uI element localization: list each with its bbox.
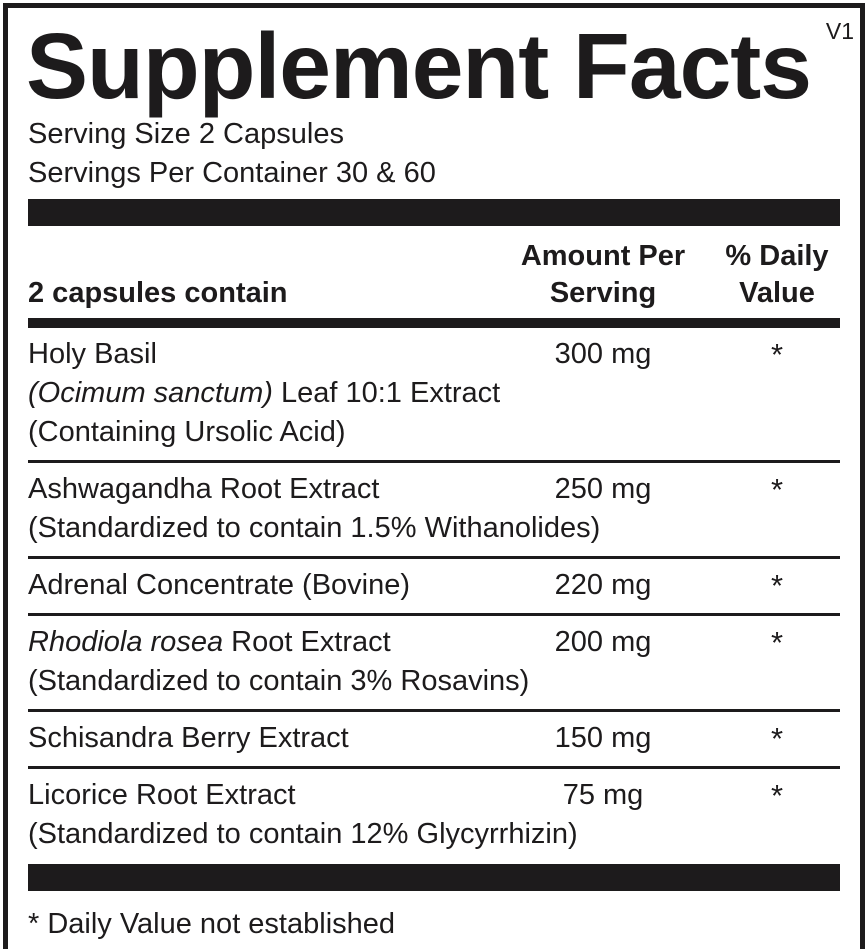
- ingredient-amount: 220 mg: [554, 568, 652, 601]
- supplement-facts-panel: V1 Supplement Facts Serving Size 2 Capsu…: [3, 3, 865, 949]
- ingredient-name: Adrenal Concentrate (Bovine): [28, 568, 411, 601]
- ingredient-detail-line: (Standardized to contain 12% Glycyrrhizi…: [28, 817, 578, 850]
- ingredient-daily-value: *: [770, 336, 784, 372]
- ingredient-row: Ashwagandha Root Extract 250 mg * (Standard…: [28, 463, 840, 559]
- header-amount-column: Amount Per Serving: [492, 238, 714, 312]
- ingredient-name: Ashwagandha Root Extract: [28, 472, 380, 505]
- divider-bar-thick-top: [28, 198, 840, 226]
- header-daily-value-column: % Daily Value: [714, 238, 840, 312]
- ingredient-daily-value: *: [770, 567, 784, 603]
- servings-per-container-line: Servings Per Container 30 & 60: [28, 156, 436, 189]
- ingredient-amount: 200 mg: [554, 625, 652, 658]
- ingredient-detail-line: (Ocimum sanctum) Leaf 10:1 Extract: [28, 376, 501, 409]
- ingredient-daily-value: *: [770, 471, 784, 507]
- ingredient-row: Adrenal Concentrate (Bovine) 220 mg *: [28, 559, 840, 616]
- version-tag: V1: [825, 18, 854, 44]
- ingredient-amount: 300 mg: [554, 337, 652, 370]
- ingredient-amount: 250 mg: [554, 472, 652, 505]
- ingredient-name: Schisandra Berry Extract: [28, 721, 349, 754]
- ingredient-name: Rhodiola rosea Root Extract: [28, 625, 391, 658]
- ingredient-daily-value: *: [770, 720, 784, 756]
- ingredient-detail-line: (Containing Ursolic Acid): [28, 415, 346, 448]
- ingredient-detail-line: (Standardized to contain 1.5% Withanolid…: [28, 511, 601, 544]
- ingredient-amount: 150 mg: [554, 721, 652, 754]
- header-dv-line1: % Daily: [725, 239, 829, 272]
- panel-title: Supplement Facts: [26, 14, 812, 118]
- ingredient-detail-line: (Standardized to contain 3% Rosavins): [28, 664, 530, 697]
- header-ingredient-column: 2 capsules contain: [28, 276, 288, 309]
- header-dv-line2: Value: [739, 276, 815, 309]
- serving-size-line: Serving Size 2 Capsules: [28, 117, 344, 150]
- ingredient-name: Licorice Root Extract: [28, 778, 296, 811]
- divider-bar-medium: [28, 317, 840, 328]
- header-amount-line1: Amount Per: [520, 239, 686, 272]
- header-amount-line2: Serving: [549, 276, 657, 309]
- daily-value-footnote: * Daily Value not established: [28, 907, 396, 940]
- ingredient-row: Licorice Root Extract 75 mg * (Standardized…: [28, 769, 840, 864]
- table-header-row: 2 capsules contain Amount Per Serving % …: [28, 226, 840, 318]
- ingredient-amount: 75 mg: [562, 778, 644, 811]
- ingredient-daily-value: *: [770, 624, 784, 660]
- ingredient-daily-value: *: [770, 777, 784, 813]
- ingredient-row: Holy Basil 300 mg * (Ocimum sanctum) Leaf 1…: [28, 328, 840, 463]
- ingredient-rows: Holy Basil 300 mg * (Ocimum sanctum) Leaf 1…: [28, 328, 840, 864]
- divider-bar-thick-bottom: [28, 863, 840, 891]
- ingredient-name: Holy Basil: [28, 337, 157, 370]
- ingredient-row: Schisandra Berry Extract 150 mg *: [28, 712, 840, 769]
- ingredient-row: Rhodiola rosea Root Extract 200 mg * (Stand…: [28, 616, 840, 712]
